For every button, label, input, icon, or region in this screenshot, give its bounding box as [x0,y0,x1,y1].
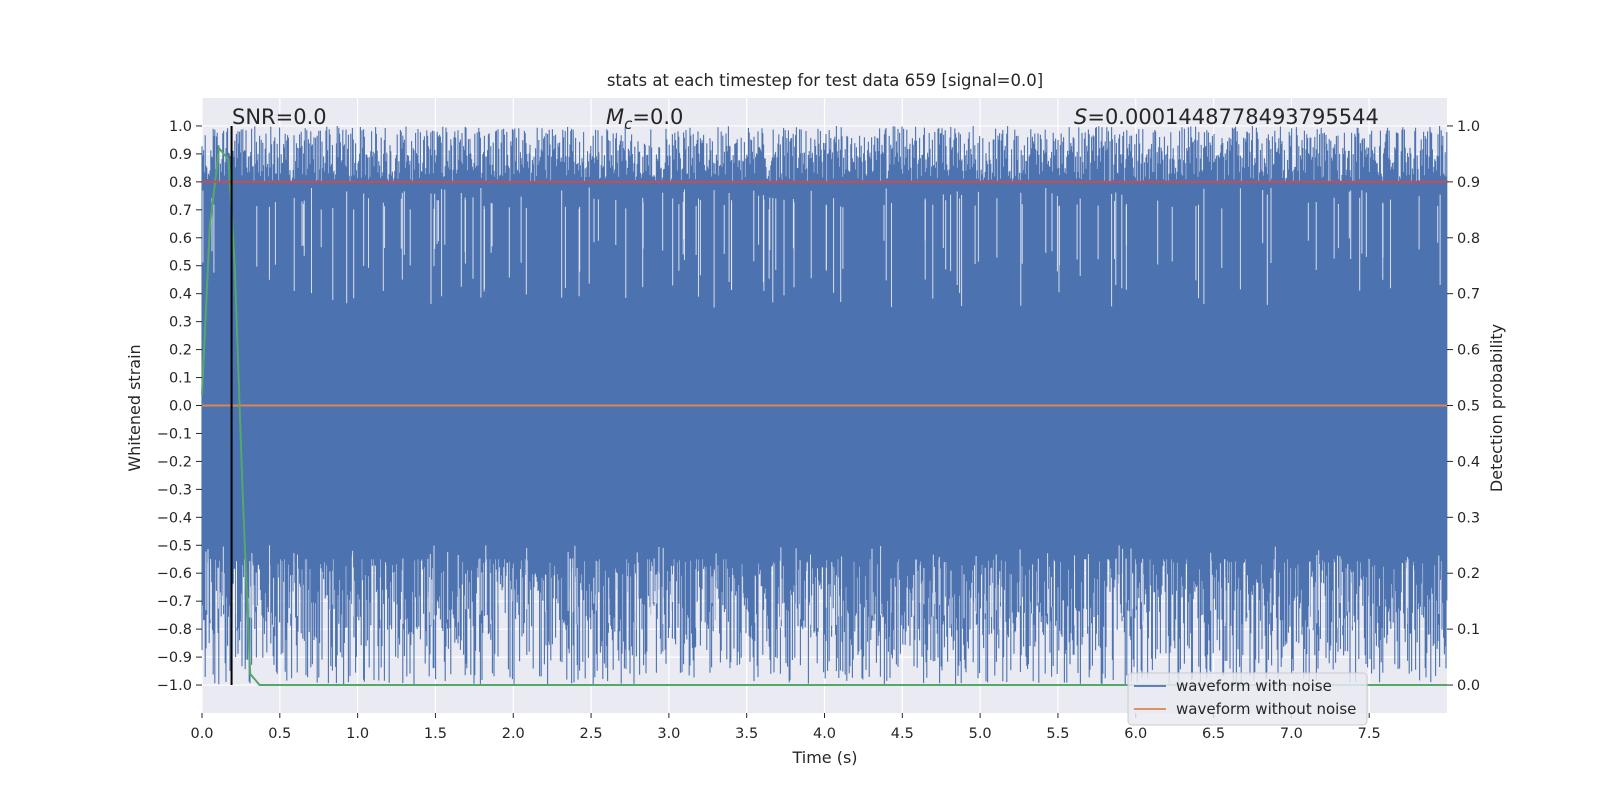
y2-tick-label: 0.5 [1457,399,1480,415]
x-tick-label: 2.0 [502,726,525,742]
x-tick-label: 0.5 [268,726,291,742]
y-tick-label: 0.6 [169,231,192,247]
y-tick-label: 0.5 [169,259,192,275]
x-tick-label: 7.5 [1358,726,1381,742]
x-axis: 0.0 0.5 1.0 1.5 2.0 2.5 3.0 3.5 4.0 4.5 5.0 5.5 6.0 6… [190,713,1381,742]
x-tick-label: 4.5 [891,726,914,742]
x-tick-label: 1.5 [424,726,447,742]
y2-tick-label: 0.9 [1457,175,1480,191]
y-tick-label: 0.8 [169,175,192,191]
y2-tick-label: 0.7 [1457,287,1480,303]
y-tick-label: −0.9 [157,650,192,666]
x-tick-label: 6.0 [1124,726,1147,742]
y-tick-label: 0.2 [169,343,192,359]
x-tick-label: 7.0 [1280,726,1303,742]
y-tick-label: −0.3 [157,482,192,498]
x-tick-label: 5.5 [1046,726,1069,742]
significance-value: =0.0001448778493795544 [1087,105,1379,129]
y2-tick-label: 0.8 [1457,231,1480,247]
x-tick-label: 1.0 [346,726,369,742]
y-tick-label: 0.1 [169,371,192,387]
y-tick-label: −1.0 [157,678,192,694]
y-axis-right: 1.0 0.9 0.8 0.7 0.6 0.5 0.4 0.3 0.2 0.1 0.0 [1447,119,1480,694]
chirp-mass-value: =0.0 [632,105,683,129]
y-tick-label: 0.3 [169,315,192,331]
y-axis-label: Whitened strain [125,344,144,471]
x-tick-label: 3.0 [657,726,680,742]
x-tick-label: 6.5 [1202,726,1225,742]
x-tick-label: 5.0 [969,726,992,742]
legend-label-noise: waveform with noise [1176,677,1332,695]
chirp-mass-subscript: c [624,115,633,133]
y-tick-label: 0.9 [169,147,192,163]
y-tick-label: 0.0 [169,399,192,415]
chirp-mass-annotation: Mc=0.0 [606,105,683,133]
significance-annotation: S=0.0001448778493795544 [1074,105,1379,129]
y2-tick-label: 0.3 [1457,510,1480,526]
x-tick-label: 0.0 [190,726,213,742]
y-tick-label: −0.4 [157,510,192,526]
legend-label-clean: waveform without noise [1176,700,1356,718]
y2-tick-label: 0.2 [1457,566,1480,582]
y2-tick-label: 0.0 [1457,678,1480,694]
legend: waveform with noise waveform without noi… [1127,672,1368,726]
significance-symbol: S [1074,105,1087,129]
snr-annotation: SNR=0.0 [232,105,327,129]
chirp-mass-symbol: M [606,105,624,129]
y-tick-label: 0.4 [169,287,192,303]
x-tick-label: 2.5 [580,726,603,742]
noise-waveform-trace [201,126,1448,685]
y2-tick-label: 0.4 [1457,454,1480,470]
y2-axis-label: Detection probability [1487,324,1506,492]
series-detection-probability [201,145,1447,686]
y2-tick-label: 0.1 [1457,622,1480,638]
y2-tick-label: 0.6 [1457,343,1480,359]
y-tick-label: −0.1 [157,426,192,442]
legend-box [1127,672,1368,726]
y-tick-label: −0.5 [157,538,192,554]
y2-tick-label: 1.0 [1457,119,1480,135]
y-tick-label: −0.2 [157,454,192,470]
y-tick-label: −0.7 [157,594,192,610]
y-tick-label: −0.8 [157,622,192,638]
y-tick-label: −0.6 [157,566,192,582]
x-axis-label: Time (s) [791,748,857,767]
chart-title: stats at each timestep for test data 659… [607,71,1043,90]
y-axis-left: 1.0 0.9 0.8 0.7 0.6 0.5 0.4 0.3 0.2 0.1 0.0 −0.1 −0.… [157,119,202,694]
x-tick-label: 4.0 [813,726,836,742]
x-tick-label: 3.5 [735,726,758,742]
y-tick-label: 1.0 [169,119,192,135]
y-tick-label: 0.7 [169,203,192,219]
noise-waveform [201,126,1448,685]
lines [201,125,1447,686]
